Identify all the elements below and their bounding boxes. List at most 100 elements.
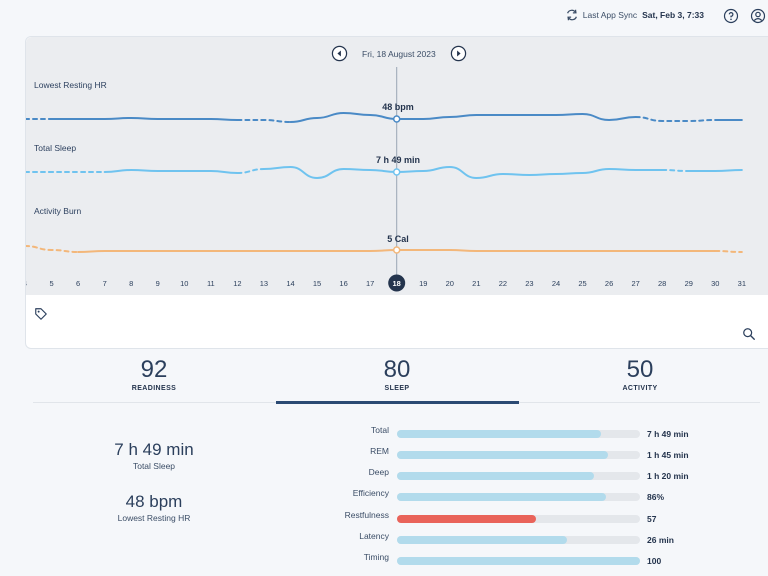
trend-gap-segment xyxy=(26,245,80,253)
day-tick-label: 24 xyxy=(552,279,560,288)
contributor-name: Timing xyxy=(363,552,389,562)
next-day-icon[interactable] xyxy=(450,45,467,62)
search-icon[interactable] xyxy=(742,327,756,341)
contributor-value: 100 xyxy=(647,556,662,566)
tab-activity[interactable]: 50 ACTIVITY xyxy=(519,352,761,402)
contributor-latency[interactable]: Latency 26 min xyxy=(300,531,720,545)
sleep-score: 80 xyxy=(383,356,411,383)
resting-hr-summary: 48 bpm Lowest Resting HR xyxy=(84,492,224,523)
trend-line-segment xyxy=(289,111,637,123)
contributor-restfulness[interactable]: Restfulness 57 xyxy=(300,510,720,524)
contributor-value: 1 h 20 min xyxy=(647,471,689,481)
day-tick-label: 10 xyxy=(180,279,188,288)
tab-sleep[interactable]: 80 SLEEP xyxy=(276,352,518,402)
day-tick-label: 5 xyxy=(49,279,53,288)
contributor-fill xyxy=(397,472,594,480)
contributor-name: Deep xyxy=(368,467,389,477)
day-tick-label: 7 xyxy=(103,279,107,288)
date-label: Fri, 18 August 2023 xyxy=(362,48,436,59)
day-tick-label: 4 xyxy=(26,279,27,288)
sync-status[interactable]: Last App Sync Sat, Feb 3, 7:33 xyxy=(565,8,704,22)
day-tick-label: 28 xyxy=(658,279,666,288)
tab-label-readiness: READINESS xyxy=(131,385,177,392)
contributor-track xyxy=(397,493,640,501)
day-tick-label: 9 xyxy=(156,279,160,288)
tab-readiness[interactable]: 92 READINESS xyxy=(33,352,275,402)
total-sleep-label: Total Sleep xyxy=(132,461,176,471)
contributor-name: Restfulness xyxy=(344,510,389,520)
row-label-resting-hr: Lowest Resting HR xyxy=(34,80,107,90)
contributor-efficiency[interactable]: Efficiency 86% xyxy=(300,488,720,502)
value-label-activity-burn: 5 Cal xyxy=(387,234,409,244)
trend-gap-segment xyxy=(236,119,292,123)
help-icon[interactable] xyxy=(723,8,739,24)
tag-icon[interactable] xyxy=(34,307,48,321)
row-label-total-sleep: Total Sleep xyxy=(34,143,77,153)
contributor-track xyxy=(397,430,640,438)
resting-hr-value: 48 bpm xyxy=(125,492,183,511)
contributor-name: REM xyxy=(370,446,389,456)
contributor-track xyxy=(397,515,640,523)
day-tick-label: 18 xyxy=(393,279,401,288)
contributor-value: 57 xyxy=(647,514,657,524)
day-tick-label: 31 xyxy=(738,279,746,288)
trend-line-segment xyxy=(262,165,664,180)
contributor-fill xyxy=(397,430,602,438)
trend-line-segment xyxy=(50,116,239,121)
contributor-value: 7 h 49 min xyxy=(647,429,689,439)
contributor-value: 86% xyxy=(647,492,665,502)
selected-point xyxy=(392,168,401,176)
contributor-track xyxy=(397,557,640,565)
day-tick-label: 25 xyxy=(578,279,586,288)
selected-point xyxy=(392,115,401,123)
day-tick-label: 29 xyxy=(685,279,693,288)
trend-gap-segment xyxy=(714,250,743,253)
day-tick-label: 23 xyxy=(525,279,533,288)
account-icon[interactable] xyxy=(750,8,766,24)
tab-label-activity: ACTIVITY xyxy=(622,385,658,392)
contributor-rem[interactable]: REM 1 h 45 min xyxy=(300,446,720,460)
day-tick-label: 27 xyxy=(631,279,639,288)
day-tick-label: 17 xyxy=(366,279,374,288)
contributor-name: Total xyxy=(371,425,389,435)
active-tab-indicator xyxy=(276,401,519,404)
selected-day-marker xyxy=(388,274,406,292)
contributor-total[interactable]: Total 7 h 49 min xyxy=(300,425,720,439)
day-tick-label: 12 xyxy=(233,279,241,288)
contributor-track xyxy=(397,536,640,544)
contributor-name: Efficiency xyxy=(352,488,389,498)
day-tick-label: 13 xyxy=(260,279,268,288)
trend-line-segment xyxy=(103,168,239,174)
trend-gap-segment xyxy=(661,169,690,172)
trend-chart-card: Fri, 18 August 2023 Lowest Resting HR To… xyxy=(25,36,768,349)
top-bar: Last App Sync Sat, Feb 3, 7:33 xyxy=(0,0,768,32)
total-sleep-value: 7 h 49 min xyxy=(114,440,194,459)
day-tick-label: 15 xyxy=(313,279,321,288)
date-navigator: Fri, 18 August 2023 xyxy=(331,45,467,62)
trend-lines[interactable]: 4 5 6 7 8 9 10 11 12 13 14 15 16 17 18 19 20 21 22 23 24 25 26… xyxy=(26,37,768,295)
tab-label-sleep: SLEEP xyxy=(384,385,410,392)
day-tick-label: 11 xyxy=(207,279,215,288)
contributor-fill xyxy=(397,557,640,565)
trend-line-segment xyxy=(687,169,743,172)
contributor-timing[interactable]: Timing 100 xyxy=(300,552,720,566)
day-tick-label: 16 xyxy=(339,279,347,288)
contributor-name: Latency xyxy=(359,531,389,541)
score-tabs: 92 READINESS 80 SLEEP 50 ACTIVITY xyxy=(33,352,760,404)
day-tick-label: 22 xyxy=(499,279,507,288)
contributor-fill xyxy=(397,451,609,459)
selected-point xyxy=(392,246,401,254)
contributor-track xyxy=(397,451,640,459)
trend-gap-segment xyxy=(236,168,265,174)
row-label-activity-burn: Activity Burn xyxy=(34,206,82,216)
contributor-fill xyxy=(397,536,568,544)
contributor-track xyxy=(397,472,640,480)
day-tick-label: 30 xyxy=(711,279,719,288)
contributor-value: 1 h 45 min xyxy=(647,450,689,460)
contributor-deep[interactable]: Deep 1 h 20 min xyxy=(300,467,720,481)
trend-gap-segment xyxy=(634,116,717,122)
day-tick-label: 21 xyxy=(472,279,480,288)
total-sleep-summary: 7 h 49 min Total Sleep xyxy=(84,440,224,471)
contributor-value: 26 min xyxy=(647,535,674,545)
prev-day-icon[interactable] xyxy=(331,45,348,62)
